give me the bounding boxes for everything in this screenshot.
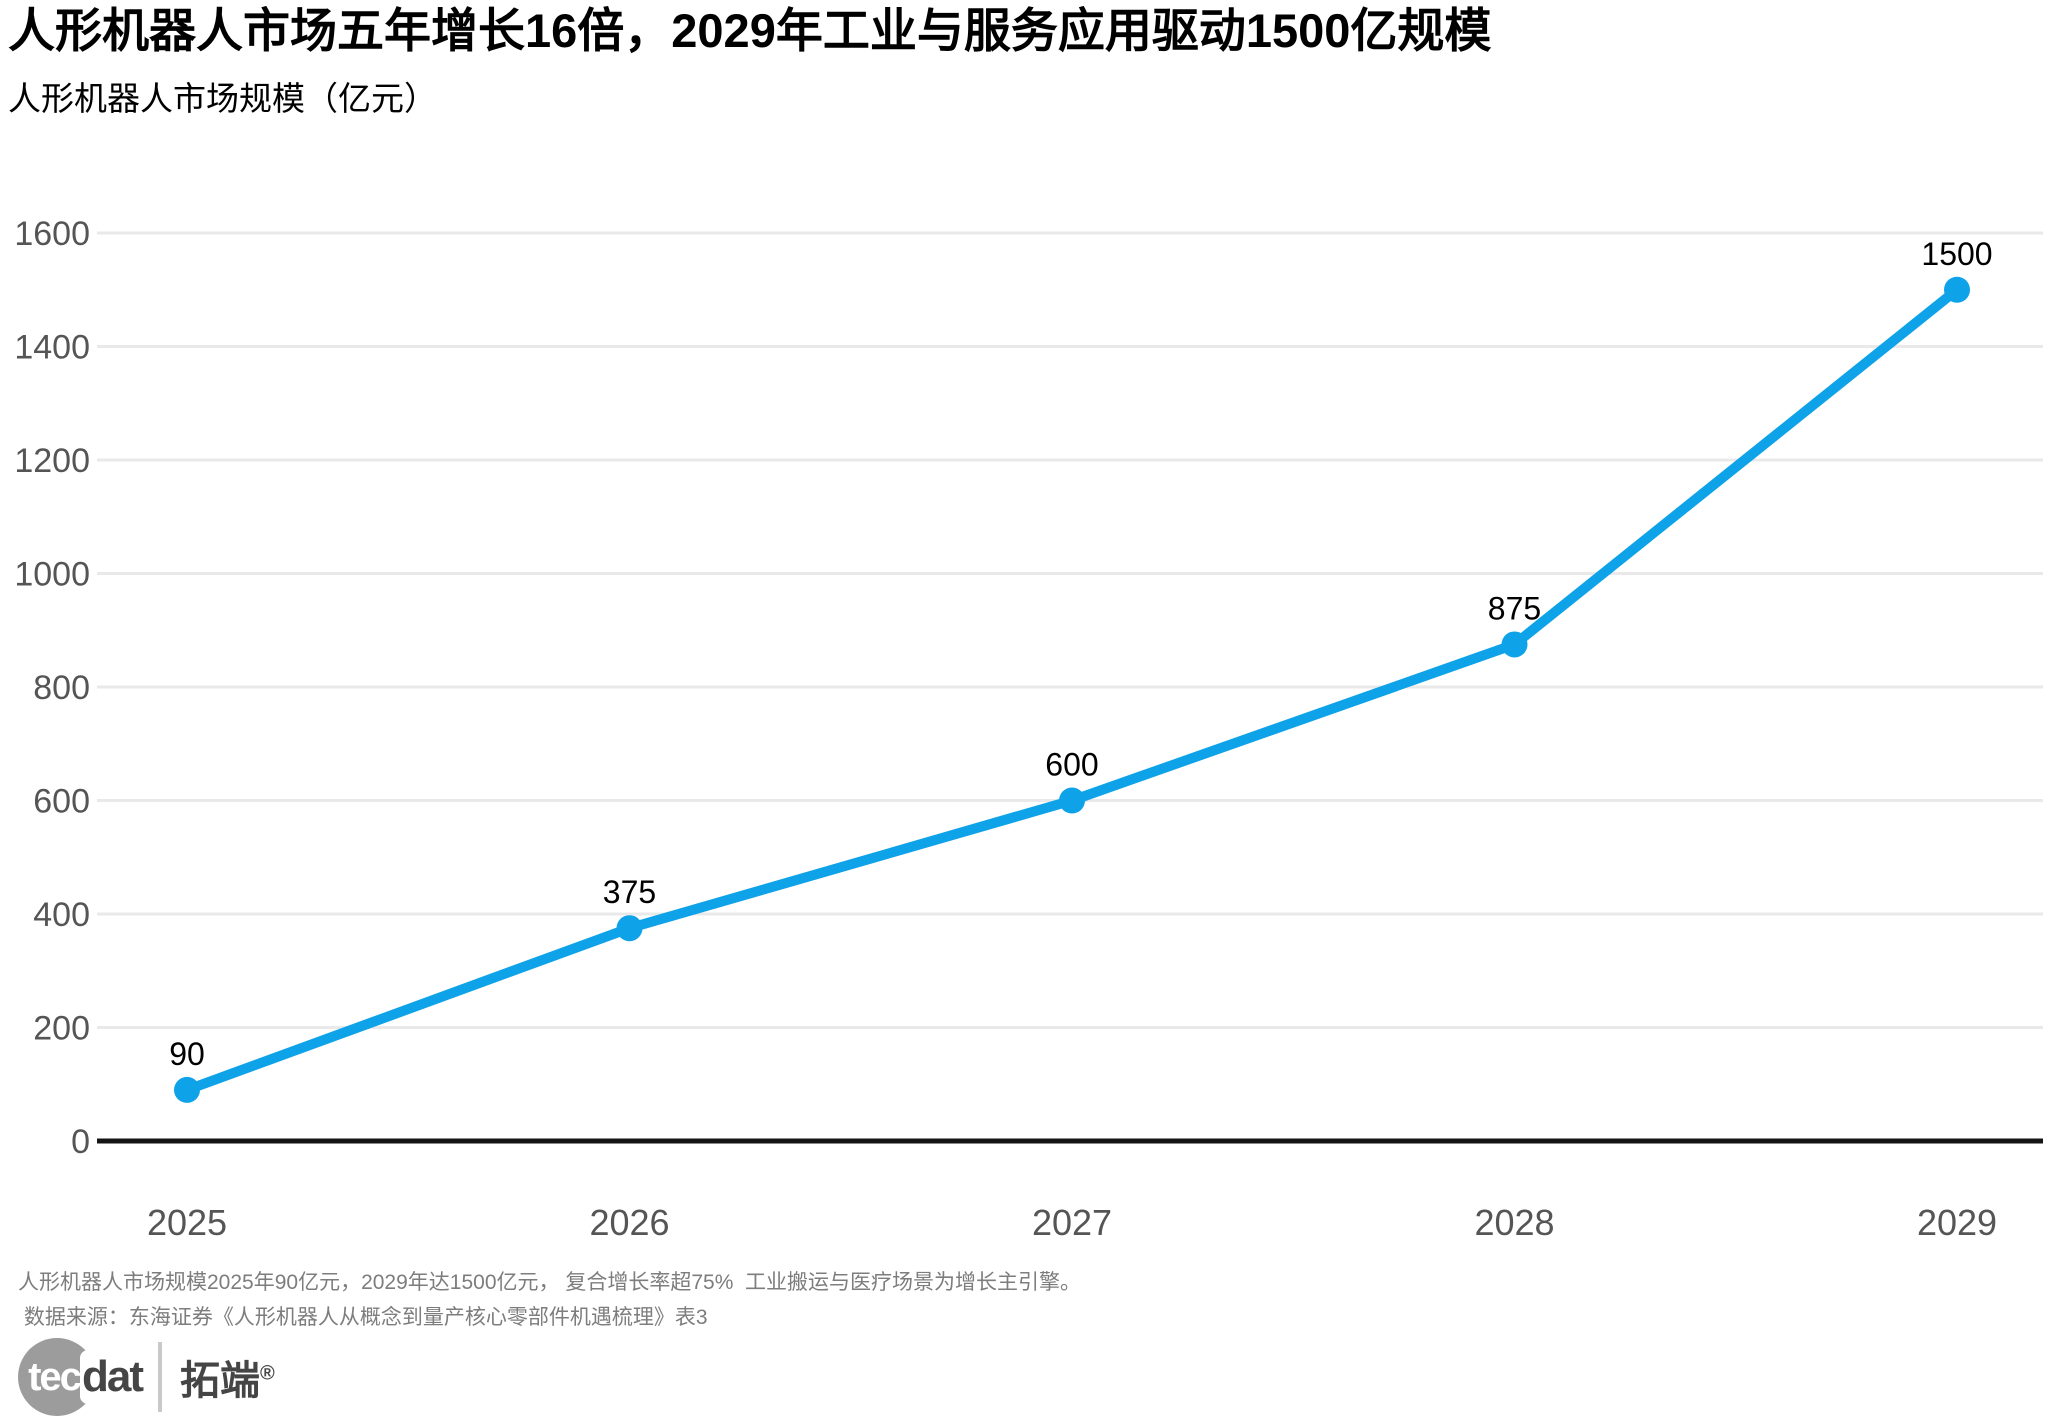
data-point-label: 1500: [1921, 236, 1992, 272]
data-point-label: 875: [1488, 590, 1541, 626]
y-tick-label: 600: [33, 783, 90, 821]
data-point[interactable]: [1059, 787, 1085, 814]
data-point-label: 375: [603, 874, 656, 910]
tecdat-logo-tec-text: tec: [28, 1354, 82, 1399]
footer-note: 人形机器人市场规模2025年90亿元，2029年达1500亿元， 复合增长率超7…: [18, 1271, 1082, 1294]
y-tick-label: 0: [71, 1123, 90, 1161]
y-tick-label: 1600: [14, 215, 90, 253]
series-line: [182, 284, 1962, 1095]
tecdat-logo-dat-text: dat: [80, 1350, 144, 1404]
x-tick-label: 2025: [147, 1202, 227, 1243]
y-tick-label: 200: [33, 1010, 90, 1048]
y-tick-label: 400: [33, 896, 90, 934]
x-tick-label: 2029: [1917, 1202, 1997, 1243]
data-point[interactable]: [1501, 631, 1528, 658]
logo-divider: [158, 1342, 162, 1412]
registered-mark: ®: [260, 1362, 275, 1385]
chart-subtitle: 人形机器人市场规模（亿元）: [8, 80, 437, 117]
y-tick-label: 800: [33, 669, 90, 707]
x-tick-label: 2026: [589, 1202, 669, 1243]
y-tick-label: 1000: [14, 556, 90, 594]
page-title: 人形机器人市场五年增长16倍，2029年工业与服务应用驱动1500亿规模: [8, 4, 1492, 57]
x-tick-label: 2028: [1474, 1202, 1554, 1243]
data-point[interactable]: [616, 915, 643, 942]
data-point[interactable]: [174, 1076, 200, 1103]
footer-source: 数据来源：东海证券《人形机器人从概念到量产核心零部件机遇梳理》表3: [18, 1306, 708, 1329]
tecdat-logo-chinese-text: 拓端®: [180, 1359, 275, 1403]
tecdat-logo: tec dat 拓端®: [18, 1336, 275, 1418]
x-tick-label: 2027: [1032, 1202, 1112, 1243]
data-point[interactable]: [1944, 276, 1970, 303]
data-point-label: 600: [1045, 747, 1098, 783]
y-tick-label: 1400: [14, 329, 90, 367]
data-point-label: 90: [169, 1036, 205, 1072]
y-tick-label: 1200: [14, 442, 90, 480]
